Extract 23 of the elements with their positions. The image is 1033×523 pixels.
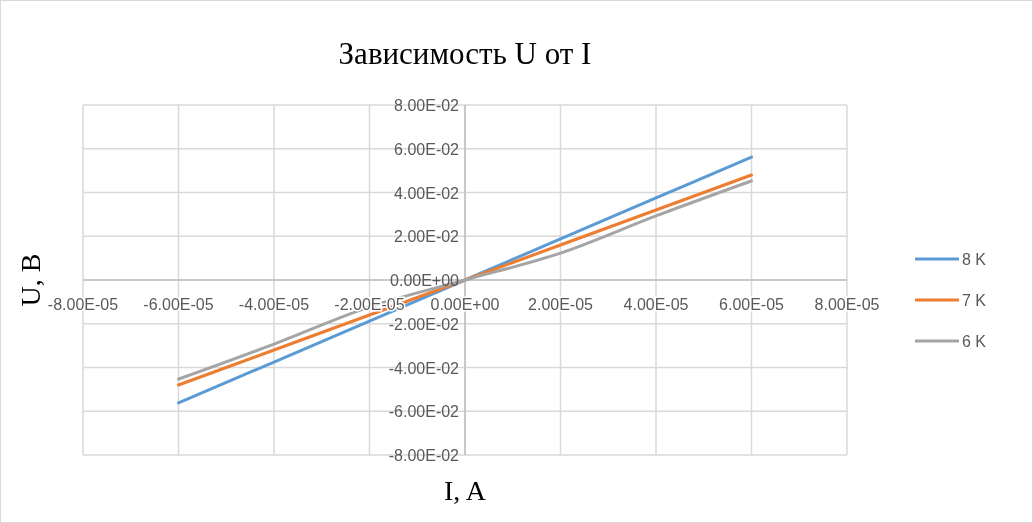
y-tick-label: 4.00E-02 bbox=[394, 184, 460, 202]
x-tick-label: 6.00E-05 bbox=[719, 296, 785, 313]
legend-label: 6 K bbox=[962, 333, 987, 350]
y-tick-label: 2.00E-02 bbox=[394, 228, 460, 246]
x-tick-label: 4.00E-05 bbox=[623, 296, 689, 313]
x-tick-label: -8.00E-05 bbox=[47, 296, 119, 313]
x-tick-label: 8.00E-05 bbox=[814, 296, 880, 313]
y-tick-label: 0.00E+00 bbox=[390, 272, 460, 289]
chart-title: Зависимость U от I bbox=[338, 36, 592, 71]
y-tick-label: -6.00E-02 bbox=[388, 403, 460, 421]
legend-label: 8 K bbox=[962, 251, 987, 268]
x-tick-label: 0.00E+00 bbox=[430, 296, 500, 313]
legend-label: 7 K bbox=[962, 292, 987, 309]
y-tick-label: 6.00E-02 bbox=[394, 140, 460, 158]
y-tick-label: -4.00E-02 bbox=[388, 359, 460, 377]
y-tick-label: 8.00E-02 bbox=[394, 97, 460, 114]
y-tick-label: -2.00E-02 bbox=[388, 315, 460, 333]
x-tick-label: -6.00E-05 bbox=[143, 296, 214, 313]
y-axis-title: U, В bbox=[15, 253, 46, 307]
x-tick-label: 2.00E-05 bbox=[528, 296, 594, 313]
x-axis-title: I, A bbox=[444, 475, 487, 506]
x-tick-label: -4.00E-05 bbox=[238, 296, 310, 313]
y-tick-label: -8.00E-02 bbox=[388, 447, 460, 464]
